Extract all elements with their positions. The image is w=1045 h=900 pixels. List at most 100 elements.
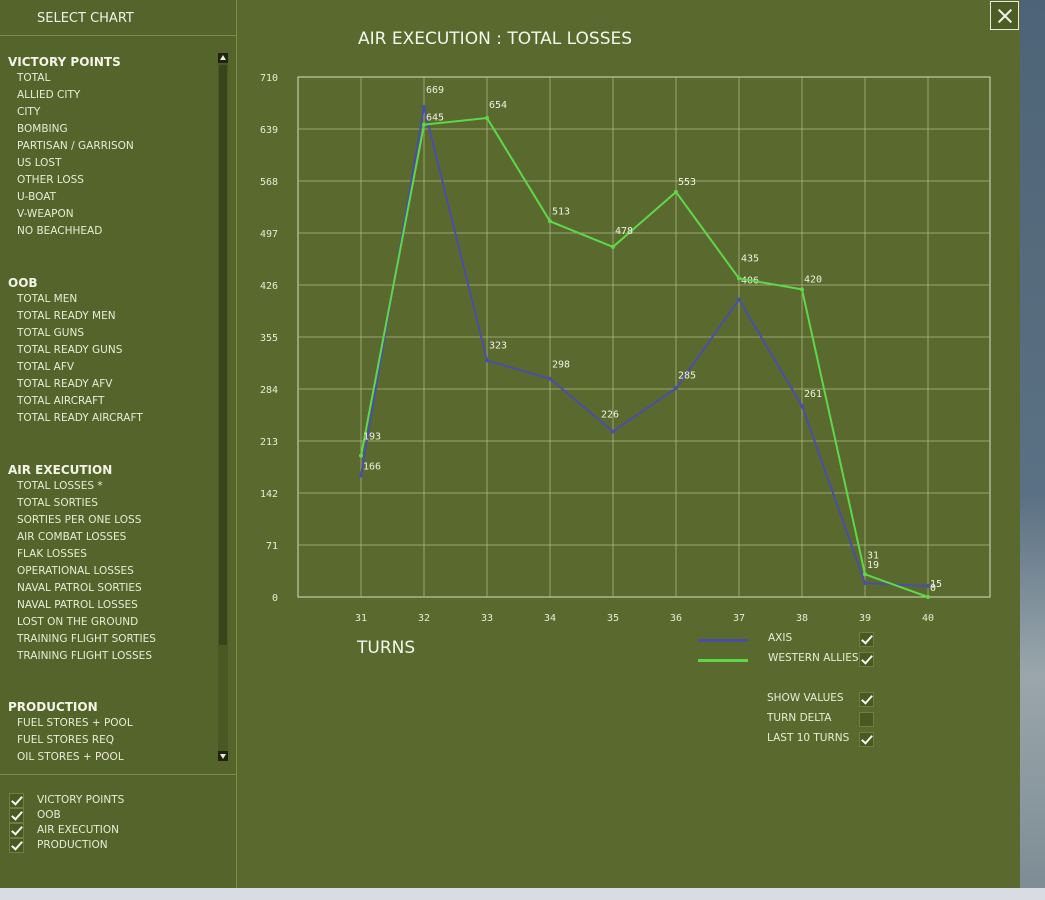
select-chart-title: SELECT CHART (0, 0, 236, 36)
legend-axis-swatch (698, 639, 748, 642)
chart-item-total-ready-men[interactable]: TOTAL READY MEN (17, 310, 116, 322)
filter-label: OOB (37, 809, 61, 821)
data-label: 435 (741, 253, 759, 264)
chart-item-training-flight-sorties[interactable]: TRAINING FLIGHT SORTIES (17, 633, 156, 645)
legend-western-allies-label: WESTERN ALLIES (768, 652, 859, 664)
chart-item-training-flight-losses[interactable]: TRAINING FLIGHT LOSSES (17, 650, 152, 662)
close-icon[interactable] (990, 1, 1019, 30)
chart-item-city[interactable]: CITY (17, 106, 41, 118)
data-label: 645 (426, 113, 444, 124)
chart-item-sorties-per-one-loss[interactable]: SORTIES PER ONE LOSS (17, 514, 142, 526)
filter-checkbox[interactable] (9, 793, 24, 808)
x-tick-label: 33 (481, 613, 493, 624)
chart-item-total-losses[interactable]: TOTAL LOSSES * (17, 480, 103, 492)
turn-delta-checkbox[interactable] (859, 712, 874, 727)
y-tick-label: 71 (266, 541, 278, 552)
section-heading-oob: OOB (8, 276, 38, 290)
chart-item-v-weapon[interactable]: V-WEAPON (17, 208, 74, 220)
turn-delta-label: TURN DELTA (767, 712, 832, 724)
chart-item-air-combat-losses[interactable]: AIR COMBAT LOSSES (17, 531, 127, 543)
data-point (359, 453, 363, 458)
y-tick-label: 284 (260, 385, 278, 396)
data-point (611, 244, 615, 249)
last-10-turns-label: LAST 10 TURNS (767, 732, 850, 744)
taskbar-strip (0, 888, 1045, 900)
data-point (926, 595, 930, 599)
legend-western-allies-checkbox[interactable] (859, 652, 874, 667)
series-line-axis (360, 106, 929, 588)
y-tick-label: 497 (260, 229, 278, 240)
series-line-western-allies (360, 116, 929, 598)
data-label: 19 (867, 560, 879, 571)
section-heading-air-execution: AIR EXECUTION (8, 463, 113, 477)
x-tick-label: 38 (796, 613, 808, 624)
chart-item-partisan-garrison[interactable]: PARTISAN / GARRISON (17, 140, 134, 152)
x-tick-label: 31 (355, 613, 367, 624)
filter-label: VICTORY POINTS (37, 794, 125, 806)
chart-item-us-lost[interactable]: US LOST (17, 157, 62, 169)
section-heading-victory-points: VICTORY POINTS (8, 55, 121, 69)
filter-checkbox[interactable] (9, 808, 24, 823)
data-point (800, 403, 804, 408)
data-point (422, 122, 426, 127)
scrollbar-thumb[interactable] (219, 65, 227, 645)
data-label: 420 (804, 274, 822, 285)
chart-item-total-sorties[interactable]: TOTAL SORTIES (17, 497, 98, 509)
data-label: 261 (804, 389, 822, 400)
x-tick-label: 35 (607, 613, 619, 624)
data-point (926, 584, 930, 589)
chart-item-total-men[interactable]: TOTAL MEN (17, 293, 78, 305)
data-label: 669 (426, 85, 444, 96)
arrow-down-icon[interactable] (218, 751, 228, 761)
filter-label: PRODUCTION (37, 839, 108, 851)
chart-item-allied-city[interactable]: ALLIED CITY (17, 89, 81, 101)
x-tick-label: 40 (922, 613, 934, 624)
show-values-label: SHOW VALUES (767, 692, 844, 704)
data-label: 226 (601, 409, 619, 420)
data-point (800, 287, 804, 292)
chart-item-total-ready-aircraft[interactable]: TOTAL READY AIRCRAFT (17, 412, 143, 424)
data-label: 478 (615, 226, 633, 237)
arrow-up-icon[interactable] (218, 53, 228, 63)
chart-item-bombing[interactable]: BOMBING (17, 123, 68, 135)
chart-item-operational-losses[interactable]: OPERATIONAL LOSSES (17, 565, 134, 577)
data-point (674, 189, 678, 194)
x-tick-label: 36 (670, 613, 682, 624)
chart-item-total-aircraft[interactable]: TOTAL AIRCRAFT (17, 395, 105, 407)
chart-title: AIR EXECUTION : TOTAL LOSSES (358, 29, 633, 49)
chart-item-total-ready-guns[interactable]: TOTAL READY GUNS (17, 344, 123, 356)
chart-item-oil-stores-pool[interactable]: OIL STORES + POOL (17, 751, 124, 760)
data-label: 0 (930, 583, 936, 594)
legend-western-allies-swatch (698, 659, 748, 662)
data-label: 654 (489, 100, 507, 111)
data-point (674, 386, 678, 391)
chart-item-total-afv[interactable]: TOTAL AFV (17, 361, 75, 373)
chart-list[interactable]: VICTORY POINTS TOTAL ALLIED CITY CITY BOMBIN… (0, 48, 215, 760)
y-tick-label: 0 (272, 593, 278, 604)
chart-item-total-guns[interactable]: TOTAL GUNS (17, 327, 84, 339)
filter-label: AIR EXECUTION (37, 824, 120, 836)
chart-item-naval-patrol-losses[interactable]: NAVAL PATROL LOSSES (17, 599, 138, 611)
show-values-checkbox[interactable] (859, 692, 874, 707)
chart-list-scrollbar[interactable] (218, 53, 228, 761)
data-point (611, 429, 615, 434)
section-filter-box: VICTORY POINTS OOB AIR EXECUTION PRODUCTION (0, 774, 236, 889)
chart-item-lost-on-the-ground[interactable]: LOST ON THE GROUND (17, 616, 139, 628)
chart-item-total[interactable]: TOTAL (17, 72, 51, 84)
chart-item-u-boat[interactable]: U-BOAT (17, 191, 56, 203)
chart-item-flak-losses[interactable]: FLAK LOSSES (17, 548, 87, 560)
chart-item-no-beachhead[interactable]: NO BEACHHEAD (17, 225, 103, 237)
data-label: 298 (552, 360, 570, 371)
chart-item-naval-patrol-sorties[interactable]: NAVAL PATROL SORTIES (17, 582, 142, 594)
filter-checkbox[interactable] (9, 823, 24, 838)
y-tick-label: 142 (260, 489, 278, 500)
y-tick-label: 568 (260, 177, 278, 188)
filter-checkbox[interactable] (9, 838, 24, 853)
legend-axis-checkbox[interactable] (859, 632, 874, 647)
last-10-turns-checkbox[interactable] (859, 732, 874, 747)
chart-item-other-loss[interactable]: OTHER LOSS (17, 174, 84, 186)
chart-item-fuel-stores-pool[interactable]: FUEL STORES + POOL (17, 717, 133, 729)
chart-item-fuel-stores-req[interactable]: FUEL STORES REQ (17, 734, 115, 746)
chart-item-total-ready-afv[interactable]: TOTAL READY AFV (17, 378, 113, 390)
data-label: 323 (489, 340, 507, 351)
